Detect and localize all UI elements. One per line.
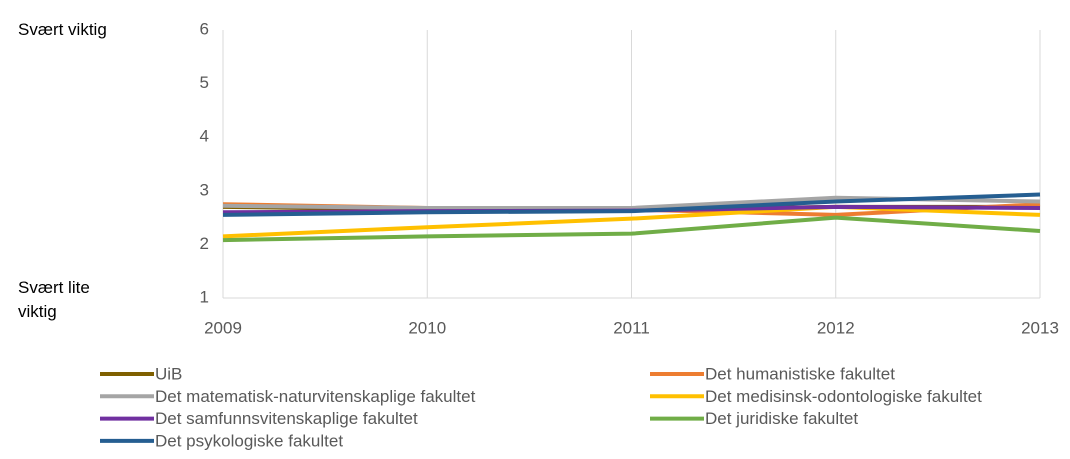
series-line: [222, 204, 1041, 239]
x-tick-label: 2013: [1021, 318, 1059, 337]
legend-label: UiB: [155, 364, 182, 383]
series-line: [222, 192, 1041, 217]
y-tick-label: 6: [200, 19, 209, 38]
x-tick-label: 2011: [613, 318, 650, 337]
x-tick-label: 2009: [204, 318, 242, 337]
y-tick-label: 2: [200, 234, 209, 253]
legend-label: Det samfunnsvitenskaplige fakultet: [155, 409, 418, 428]
legend-label: Det medisinsk-odontologiske fakultet: [705, 387, 982, 406]
x-tick-label: 2010: [408, 318, 446, 337]
y-tick-label: 5: [200, 73, 209, 92]
x-tick-label: 2012: [817, 318, 855, 337]
y-tick-label: 3: [200, 180, 209, 199]
y-tick-label: 1: [200, 287, 209, 306]
legend-label: Det matematisk-naturvitenskaplige fakult…: [155, 387, 476, 406]
annotation: Svært viktig: [18, 20, 107, 39]
legend-label: Det humanistiske fakultet: [705, 364, 895, 383]
legend-label: Det juridiske fakultet: [705, 409, 858, 428]
series-line: [222, 215, 1041, 243]
y-tick-label: 4: [200, 127, 209, 146]
annotation: Svært lite viktig: [18, 278, 90, 321]
legend-label: Det psykologiske fakultet: [155, 431, 343, 450]
